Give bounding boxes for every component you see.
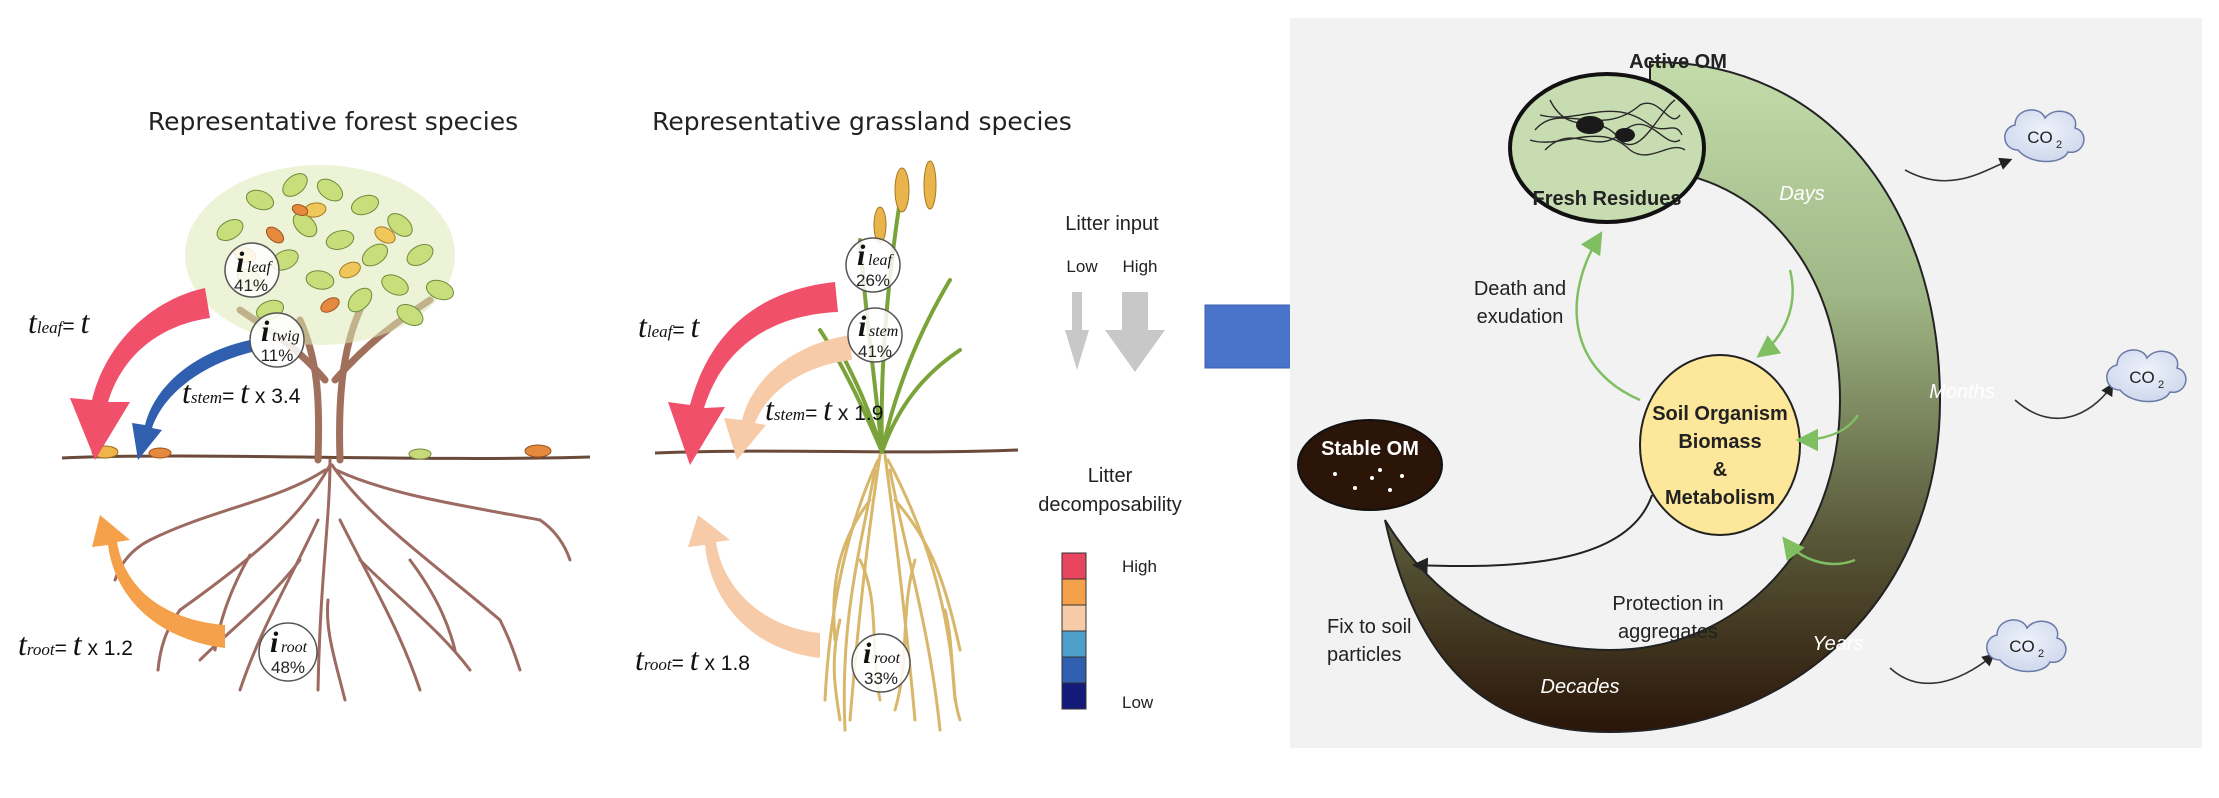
- co2-cloud-2: CO 2: [2106, 349, 2187, 403]
- death-label-2: exudation: [1477, 306, 1564, 328]
- decades-label: Decades: [1541, 676, 1620, 698]
- fix-label-2: particles: [1327, 644, 1401, 666]
- fix-label-1: Fix to soil: [1327, 616, 1411, 638]
- grassland-i-stem: i stem 41%: [847, 307, 903, 363]
- tree-trunk: [236, 296, 434, 464]
- forest-i-root: i root 48%: [258, 622, 318, 682]
- tree-canopy: [91, 165, 552, 460]
- svg-text:41%: 41%: [858, 342, 892, 361]
- co2-arrow-2: [2014, 382, 2114, 420]
- soil-cycle-panel: Fresh Residues Active OM Soil Organism B…: [1290, 18, 2202, 748]
- scale-swatch-4: [1061, 656, 1087, 684]
- scale-swatch-3: [1061, 630, 1087, 658]
- co2-cloud-1: CO 2: [2004, 109, 2085, 163]
- to-stable-arrow: [1411, 494, 1653, 574]
- grassland-root-arrow: [688, 515, 820, 658]
- forest-t-stem: tstem= t x 3.4: [182, 374, 301, 410]
- forest-panel: Representative forest species: [18, 107, 591, 702]
- svg-text:i: i: [857, 239, 866, 272]
- svg-text:i: i: [858, 310, 867, 343]
- grassland-panel: Representative grassland species: [635, 107, 1072, 732]
- cycle-band: [1384, 60, 1942, 734]
- svg-text:Biomass: Biomass: [1678, 431, 1761, 453]
- high-input-arrow: [1105, 292, 1165, 372]
- decomp-label-2: decomposability: [1038, 494, 1181, 516]
- forest-title: Representative forest species: [148, 107, 518, 136]
- svg-text:&: &: [1713, 459, 1727, 481]
- svg-text:2: 2: [2056, 139, 2062, 151]
- decomposability-scale: [1061, 552, 1087, 710]
- svg-text:root: root: [281, 639, 308, 656]
- svg-text:2: 2: [2158, 379, 2164, 391]
- grassland-leaf-arrow: [668, 282, 838, 465]
- grassland-i-leaf: i leaf 26%: [845, 237, 901, 293]
- green-flow-arrows: [1575, 231, 1860, 566]
- grassland-title: Representative grassland species: [652, 107, 1072, 136]
- svg-text:33%: 33%: [864, 669, 898, 688]
- svg-text:CO: CO: [2027, 128, 2053, 147]
- scale-swatch-0: [1061, 552, 1087, 580]
- co2-arrow-3: [1889, 653, 1995, 685]
- svg-text:i: i: [863, 637, 872, 670]
- months-label: Months: [1929, 381, 1995, 403]
- litter-input-high: High: [1123, 257, 1158, 276]
- forest-i-leaf: i leaf 41%: [224, 242, 280, 298]
- years-label: Years: [1812, 633, 1863, 655]
- grassland-i-root: i root 33%: [851, 633, 911, 693]
- days-label: Days: [1779, 183, 1825, 205]
- svg-text:Soil Organism: Soil Organism: [1652, 403, 1788, 425]
- svg-text:11%: 11%: [261, 346, 294, 365]
- grassland-ground-line: [654, 448, 1019, 455]
- co2-arrow-1: [1904, 157, 2013, 182]
- forest-ground-line: [61, 454, 591, 460]
- svg-text:i: i: [261, 315, 270, 348]
- svg-text:2: 2: [2038, 648, 2044, 660]
- forest-leaf-arrow: [70, 288, 210, 460]
- svg-text:41%: 41%: [234, 276, 268, 295]
- grassland-t-stem: tstem= t x 1.9: [765, 391, 883, 427]
- decomp-label-1: Litter: [1088, 465, 1133, 487]
- forest-t-root: troot= t x 1.2: [18, 626, 133, 662]
- scale-swatch-5: [1061, 682, 1087, 710]
- soil-organism-node: Soil Organism Biomass & Metabolism: [1639, 354, 1801, 536]
- svg-text:stem: stem: [869, 323, 898, 340]
- svg-text:i: i: [270, 626, 279, 659]
- forest-roots: [113, 458, 572, 702]
- legend: Litter input Low High Litter decomposabi…: [1038, 213, 1181, 712]
- svg-text:48%: 48%: [271, 658, 305, 677]
- scale-high-label: High: [1122, 557, 1157, 576]
- grass-seed-heads: [873, 160, 937, 244]
- svg-text:twig: twig: [272, 328, 300, 345]
- forest-stem-arrow: [132, 340, 252, 460]
- forest-root-arrow: [92, 515, 225, 648]
- forest-t-leaf: tleaf= t: [28, 304, 91, 340]
- protection-label-2: aggregates: [1618, 621, 1718, 643]
- litter-input-low: Low: [1066, 257, 1098, 276]
- scale-swatch-1: [1061, 578, 1087, 606]
- forest-i-twig: i twig 11%: [249, 312, 305, 368]
- active-om-label: Active OM: [1629, 51, 1727, 73]
- svg-text:leaf: leaf: [247, 259, 274, 276]
- svg-text:CO: CO: [2009, 637, 2035, 656]
- scale-swatch-2: [1061, 604, 1087, 632]
- low-input-arrow: [1065, 292, 1089, 370]
- grassland-stem-arrow: [724, 335, 852, 460]
- litter-input-label: Litter input: [1065, 213, 1159, 235]
- death-label-1: Death and: [1474, 278, 1566, 300]
- svg-text:leaf: leaf: [868, 252, 895, 269]
- svg-text:i: i: [236, 246, 245, 279]
- svg-text:Metabolism: Metabolism: [1665, 487, 1775, 509]
- fresh-residues-label: Fresh Residues: [1533, 188, 1682, 210]
- svg-text:26%: 26%: [856, 271, 890, 290]
- stable-om-label: Stable OM: [1321, 438, 1419, 460]
- grassland-t-leaf: tleaf= t: [638, 308, 701, 344]
- scale-low-label: Low: [1122, 693, 1154, 712]
- fresh-residues-node: Fresh Residues: [1508, 72, 1706, 224]
- svg-text:CO: CO: [2129, 368, 2155, 387]
- svg-text:root: root: [874, 650, 901, 667]
- co2-cloud-3: CO 2: [1986, 619, 2067, 673]
- protection-label-1: Protection in: [1612, 593, 1723, 615]
- grassland-t-root: troot= t x 1.8: [635, 641, 750, 677]
- stable-om-node: Stable OM: [1297, 419, 1443, 511]
